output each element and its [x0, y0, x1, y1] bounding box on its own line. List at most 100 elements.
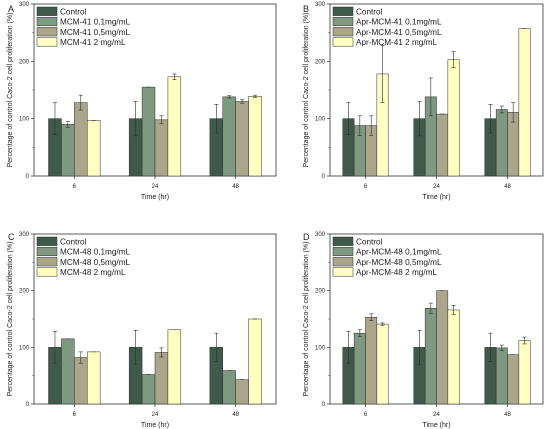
panel-letter: C — [8, 232, 15, 242]
y-tick-label: 300 — [315, 232, 326, 238]
bar — [154, 352, 169, 405]
bar — [167, 329, 182, 405]
x-axis-title: Time (hr) — [141, 194, 169, 201]
y-tick-label: 100 — [19, 117, 30, 123]
x-axis-title: Time (hr) — [422, 422, 450, 429]
legend-label: MCM-48 0,1mg/mL — [60, 248, 131, 257]
legend-label: Apr-MCM-41 0,1mg/mL — [356, 18, 442, 27]
y-tick-label: 0 — [322, 402, 326, 408]
legend-swatch — [332, 267, 354, 277]
bar — [235, 101, 249, 177]
bar — [447, 59, 460, 177]
x-tick-label: 6 — [364, 412, 368, 418]
bar — [436, 290, 449, 405]
x-tick-label: 6 — [73, 412, 77, 418]
legend-swatch — [332, 257, 354, 267]
bar — [61, 338, 75, 405]
legend-swatch — [332, 6, 354, 16]
legend-label: MCM-41 2 mg/mL — [60, 38, 126, 47]
panel-C: C 0 100 200 300 Percentage of control Caco-2 … — [7, 232, 277, 429]
panel-D: D 0 100 200 300 Percentage of control Caco-2 … — [303, 232, 544, 429]
bar — [222, 370, 236, 405]
y-tick-label: 100 — [315, 345, 326, 351]
bar — [495, 109, 508, 177]
bar — [495, 347, 508, 405]
legend-swatch — [332, 37, 354, 47]
legend-swatch — [36, 267, 58, 277]
x-tick-label: 48 — [232, 184, 239, 190]
bar — [376, 323, 389, 405]
x-tick-label: 48 — [232, 412, 239, 418]
legend-swatch — [332, 246, 354, 257]
bar — [141, 374, 156, 405]
panel-letter: D — [303, 232, 310, 242]
y-tick-label: 0 — [26, 174, 30, 180]
x-axis-title: Time (hr) — [422, 194, 450, 201]
legend-swatch — [36, 236, 58, 246]
panel-B: B 0 100 200 300 Percentage of control Caco-2 … — [303, 2, 544, 201]
bar — [154, 119, 169, 177]
bar — [222, 96, 236, 177]
y-axis-title: Percentage of control Caco-2 cell prolif… — [7, 242, 14, 397]
legend-swatch — [36, 6, 58, 16]
bar — [86, 120, 101, 177]
x-tick-label: 24 — [152, 412, 159, 418]
x-tick-label: 24 — [152, 184, 159, 190]
bar — [74, 357, 88, 405]
legend-label: MCM-48 0,5mg/mL — [60, 258, 131, 267]
bar — [248, 318, 262, 405]
y-axis-title: Percentage of control Caco-2 cell prolif… — [303, 242, 310, 397]
legend-label: Apr-MCM-41 2 mg/mL — [356, 38, 437, 47]
panel-letter: A — [8, 4, 14, 14]
panel-A: A 0 100 200 300 Percentage of control Caco-2 … — [7, 2, 277, 201]
legend-label: Control — [60, 7, 87, 16]
x-tick-label: 24 — [433, 184, 440, 190]
x-tick-label: 6 — [73, 184, 77, 190]
x-tick-label: 24 — [433, 412, 440, 418]
legend-label: Control — [356, 7, 383, 16]
bar — [86, 351, 101, 405]
bar — [141, 86, 156, 177]
bar — [436, 113, 449, 177]
legend-label: MCM-41 0,5mg/mL — [60, 28, 131, 37]
legend-swatch — [36, 37, 58, 47]
y-tick-label: 0 — [322, 174, 326, 180]
panel-letter: B — [303, 4, 309, 14]
bar — [61, 124, 75, 177]
y-tick-label: 200 — [315, 59, 326, 65]
x-tick-label: 48 — [504, 184, 511, 190]
y-axis-title: Percentage of control Caco-2 cell prolif… — [303, 13, 310, 168]
y-tick-label: 200 — [315, 289, 326, 295]
legend-swatch — [332, 236, 354, 246]
y-tick-label: 0 — [26, 402, 30, 408]
y-tick-label: 200 — [19, 59, 30, 65]
y-tick-label: 100 — [315, 117, 326, 123]
legend-label: MCM-41 0,1mg/mL — [60, 18, 131, 27]
x-axis-title: Time (hr) — [141, 422, 169, 429]
bar — [518, 28, 531, 177]
legend-label: Apr-MCM-48 0,5mg/mL — [356, 258, 442, 267]
legend-swatch — [332, 27, 354, 37]
legend-label: Apr-MCM-48 2 mg/mL — [356, 268, 437, 277]
legend-swatch — [36, 16, 58, 27]
bar — [74, 102, 88, 177]
bar — [167, 76, 182, 177]
bar — [507, 354, 520, 405]
x-tick-label: 6 — [364, 184, 368, 190]
y-tick-label: 100 — [19, 345, 30, 351]
legend-label: MCM-48 2 mg/mL — [60, 268, 126, 277]
bar — [424, 307, 437, 405]
bar — [248, 96, 262, 177]
y-axis-title: Percentage of control Caco-2 cell prolif… — [7, 13, 14, 168]
bar — [447, 309, 460, 405]
legend-label: Apr-MCM-48 0,1mg/mL — [356, 248, 442, 257]
y-tick-label: 200 — [19, 289, 30, 295]
legend-swatch — [332, 16, 354, 27]
y-tick-label: 300 — [19, 232, 30, 238]
bar — [365, 317, 378, 405]
bar — [235, 379, 249, 405]
legend-swatch — [36, 27, 58, 37]
